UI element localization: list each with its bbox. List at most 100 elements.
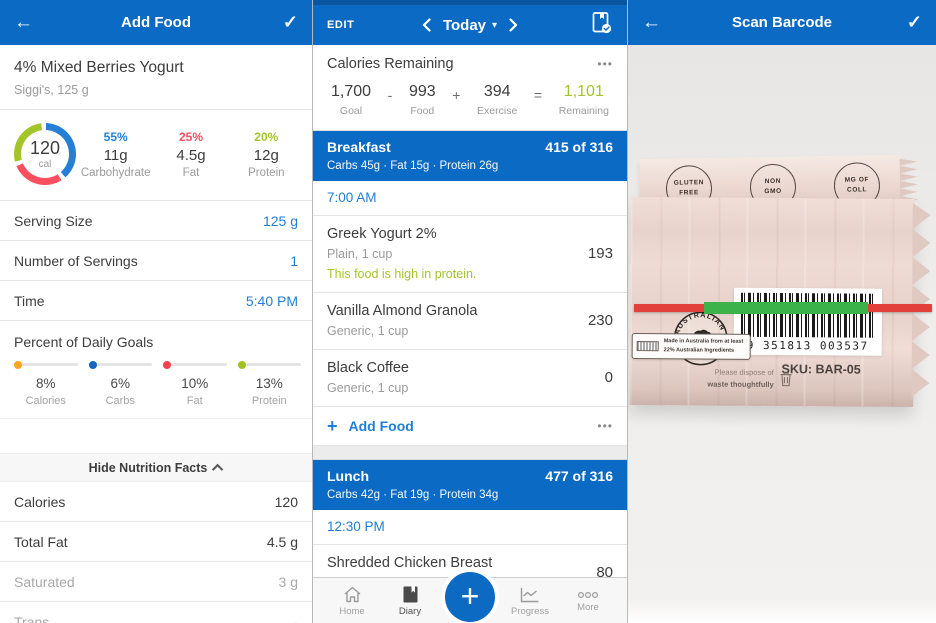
plus-icon: + — [327, 416, 338, 436]
confirm-check-icon[interactable]: ✓ — [282, 12, 298, 32]
food-summary: 4% Mixed Berries Yogurt Siggi's, 125 g — [0, 45, 312, 110]
chevron-up-icon — [212, 463, 224, 475]
add-food-appbar: ← Add Food ✓ — [0, 0, 312, 45]
high-protein-note: This food is high in protein. — [327, 267, 477, 281]
goal-value: 1,700 — [331, 83, 372, 100]
bottom-navigation: Home Diary Progress — [313, 568, 627, 623]
food-entry-black-coffee[interactable]: Black Coffee Generic, 1 cup 0 — [313, 350, 627, 407]
scanner-laser-line — [634, 302, 932, 314]
nutrition-row-saturated: Saturated 3 g — [0, 562, 312, 602]
servings-value[interactable]: 1 — [290, 252, 298, 269]
lunch-section-header[interactable]: Lunch 477 of 316 Carbs 42g · Fat 19g · P… — [313, 460, 627, 510]
minus-operator: - — [387, 87, 393, 103]
diary-icon — [403, 586, 417, 603]
goal-calories: 8% Calories — [14, 360, 89, 407]
remaining-value: 1,101 — [563, 83, 604, 100]
camera-viewfinder: GLUTEN FREE NON GMO MG OF COLL AUSTRALIA… — [628, 45, 936, 623]
add-entry-fab[interactable]: + — [445, 572, 495, 622]
hide-nutrition-facts-toggle[interactable]: Hide Nutrition Facts — [0, 453, 312, 482]
mini-barcode-icon — [636, 340, 659, 352]
daily-goals-title: Percent of Daily Goals — [14, 334, 154, 350]
section-gap — [313, 446, 627, 460]
scan-title: Scan Barcode — [731, 14, 833, 31]
macro-summary: 120 cal 55% 11g Carbohydrate 25% 4.5g Fa… — [0, 110, 312, 201]
plus-operator: + — [452, 87, 461, 103]
goal-protein-bar — [237, 360, 301, 369]
home-icon — [344, 586, 360, 603]
barcode-bars — [740, 292, 876, 338]
food-entry-granola[interactable]: Vanilla Almond Granola Generic, 1 cup 23… — [313, 293, 627, 350]
scan-barcode-panel: ← Scan Barcode ✓ GLUTEN FREE NON GMO MG … — [628, 0, 936, 623]
time-value[interactable]: 5:40 PM — [245, 292, 298, 309]
add-food-row[interactable]: + Add Food ••• — [313, 407, 627, 446]
lunch-total: 477 of 316 — [545, 468, 613, 484]
food-name: 4% Mixed Berries Yogurt — [14, 59, 184, 76]
exercise-value: 394 — [483, 83, 511, 100]
breakfast-total: 415 of 316 — [545, 139, 613, 155]
status-strip — [313, 0, 627, 5]
goal-calories-bar — [14, 360, 78, 369]
serving-size-row[interactable]: Serving Size 125 g — [0, 201, 312, 241]
nutrition-row-trans: Trans - — [0, 602, 312, 623]
back-icon[interactable]: ← — [14, 11, 33, 33]
goal-fat-bar — [163, 360, 227, 369]
nav-more[interactable]: More — [561, 591, 615, 613]
food-brand: Siggi's, 125 g — [14, 83, 89, 97]
more-menu-icon[interactable]: ••• — [597, 57, 613, 71]
sku-label: SKU: BAR-05 — [781, 362, 861, 377]
calorie-ring: 120 cal — [14, 123, 76, 185]
fab-halo: + — [441, 568, 499, 623]
breakfast-title: Breakfast — [327, 139, 391, 155]
breakfast-section-header[interactable]: Breakfast 415 of 316 Carbs 45g · Fat 15g… — [313, 131, 627, 181]
diary-panel: EDIT Today ▾ — [312, 0, 628, 623]
calorie-equation: 1,700 Goal - 993 Food + 394 Exercise = 1… — [331, 83, 609, 117]
breakfast-time[interactable]: 7:00 AM — [313, 181, 627, 216]
dispose-note: Please dispose of waste thoughtfully — [707, 367, 792, 392]
nav-diary[interactable]: Diary — [383, 586, 437, 617]
goal-fat: 10% Fat — [163, 360, 238, 407]
date-label[interactable]: Today — [442, 16, 487, 34]
number-of-servings-row[interactable]: Number of Servings 1 — [0, 241, 312, 281]
chevron-left-icon[interactable] — [422, 18, 431, 32]
confirm-check-icon[interactable]: ✓ — [906, 12, 922, 32]
add-food-panel: ← Add Food ✓ 4% Mixed Berries Yogurt Sig… — [0, 0, 312, 623]
made-in-australia-box: Made in Australia from at least 22% Aust… — [631, 333, 751, 360]
edit-button[interactable]: EDIT — [327, 19, 355, 31]
lunch-macros: Carbs 42g · Fat 19g · Protein 34g — [327, 489, 499, 501]
nav-home[interactable]: Home — [325, 586, 379, 617]
nutrition-row-total-fat: Total Fat 4.5 g — [0, 522, 312, 562]
time-row[interactable]: Time 5:40 PM — [0, 281, 312, 321]
add-food-title: Add Food — [121, 14, 191, 31]
calorie-value: 120 — [29, 137, 61, 158]
calories-remaining-card: Calories Remaining ••• 1,700 Goal - 993 … — [313, 45, 627, 131]
breakfast-macros: Carbs 45g · Fat 15g · Protein 26g — [327, 160, 499, 172]
diary-appbar: EDIT Today ▾ — [313, 5, 627, 45]
nutrition-row-calories: Calories 120 — [0, 482, 312, 522]
calories-remaining-title: Calories Remaining — [327, 56, 454, 72]
goal-carbs: 6% Carbs — [88, 360, 164, 407]
nav-progress[interactable]: Progress — [503, 587, 557, 617]
goal-carbs-bar — [88, 360, 152, 369]
lunch-time[interactable]: 12:30 PM — [313, 510, 627, 545]
macro-carbohydrate: 55% 11g Carbohydrate — [80, 129, 151, 179]
chevron-right-icon[interactable] — [509, 18, 518, 32]
add-food-link[interactable]: Add Food — [348, 418, 414, 434]
spacer — [0, 419, 312, 453]
date-navigator: Today ▾ — [363, 17, 577, 34]
barcode-number: 9 351813 003537 — [746, 338, 869, 353]
product-wrapper-front: AUSTRALIAN OWNED & OPERATED 9 351813 003… — [629, 197, 914, 407]
back-icon[interactable]: ← — [642, 11, 661, 33]
trash-icon — [780, 372, 792, 387]
progress-icon — [520, 587, 539, 602]
equals-operator: = — [533, 87, 543, 103]
barcode: 9 351813 003537 — [733, 287, 883, 356]
breakfast-more-menu-icon[interactable]: ••• — [597, 419, 613, 433]
caret-down-icon[interactable]: ▾ — [492, 19, 498, 31]
copy-to-date-icon[interactable] — [591, 11, 613, 40]
macro-protein: 20% 12g Protein — [248, 129, 285, 179]
food-entry-greek-yogurt[interactable]: Greek Yogurt 2% Plain, 1 cup This food i… — [313, 216, 627, 293]
food-value: 993 — [408, 83, 436, 100]
daily-goals-section: Percent of Daily Goals 8% Calories 6% Ca… — [0, 321, 312, 419]
serving-size-value[interactable]: 125 g — [262, 212, 298, 229]
